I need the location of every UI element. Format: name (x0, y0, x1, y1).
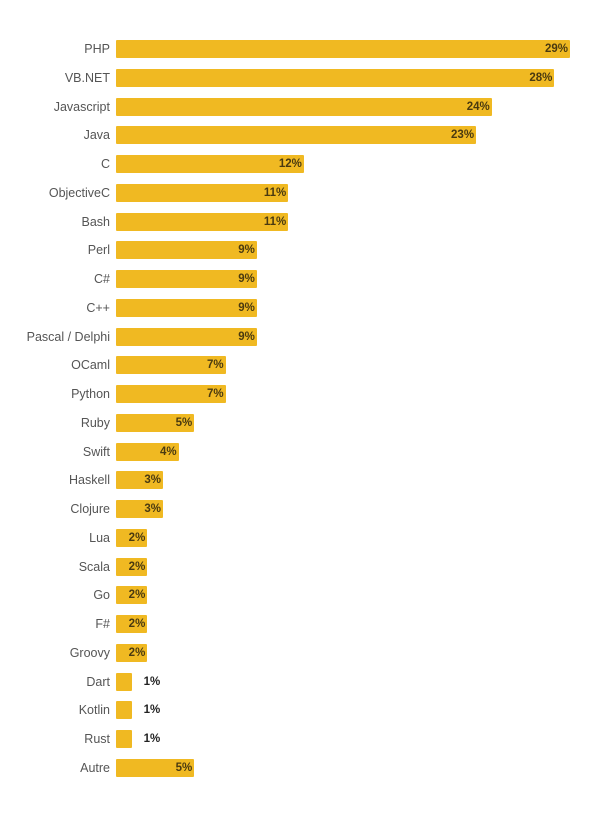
data-label: 4% (159, 445, 177, 458)
bar (116, 615, 148, 633)
data-label: 5% (175, 761, 193, 774)
bar (116, 528, 148, 547)
data-label: 11% (263, 186, 287, 199)
bar (116, 758, 195, 777)
category-label: VB.NET (64, 70, 110, 85)
data-label: 5% (175, 416, 193, 429)
category-label: C# (94, 272, 110, 286)
data-label: 9% (238, 273, 255, 285)
bar (116, 298, 257, 317)
category-label: Ruby (80, 415, 110, 430)
category-label: Bash (81, 214, 111, 229)
data-label: 9% (238, 244, 255, 257)
data-label: 2% (128, 531, 146, 544)
category-label: Javascript (53, 99, 110, 114)
bar (116, 241, 257, 260)
bar (116, 40, 570, 58)
category-label: C (100, 157, 110, 171)
bar (116, 97, 492, 116)
category-label: F# (95, 617, 110, 631)
bar (116, 183, 289, 202)
bar (116, 126, 477, 145)
category-label: ObjectiveC (48, 185, 110, 200)
category-label: Scala (78, 559, 110, 574)
category-label: Perl (87, 243, 110, 258)
bar (116, 730, 132, 748)
bar (116, 270, 257, 288)
data-label: 2% (128, 618, 146, 630)
bar (116, 557, 148, 576)
data-label: 3% (144, 503, 161, 515)
bar (116, 68, 555, 87)
bar (116, 212, 289, 231)
category-label: Pascal / Delphi (26, 329, 110, 344)
category-label: Swift (82, 444, 110, 459)
category-label: Groovy (69, 645, 110, 660)
data-label: 1% (143, 704, 161, 717)
bar (116, 356, 226, 375)
data-label: 12% (278, 158, 302, 170)
category-label: Haskell (69, 473, 110, 488)
category-label: Go (93, 588, 110, 603)
data-label: 1% (143, 733, 161, 745)
bar (116, 701, 132, 720)
data-label: 7% (206, 359, 224, 372)
bar (116, 155, 304, 173)
category-label: Rust (84, 732, 110, 746)
bar (116, 500, 163, 518)
data-label: 3% (144, 474, 161, 487)
bar (116, 471, 163, 490)
bar (116, 385, 226, 403)
category-label: Dart (86, 674, 110, 689)
data-label: 28% (529, 71, 553, 84)
category-label: C++ (86, 300, 110, 315)
category-label: Lua (89, 530, 110, 545)
category-label: Kotlin (78, 703, 110, 718)
bar (116, 442, 179, 461)
data-label: 7% (206, 388, 224, 400)
data-label: 2% (128, 560, 146, 573)
data-label: 1% (143, 675, 161, 688)
data-label: 2% (128, 646, 146, 659)
data-label: 9% (238, 301, 255, 314)
bar (116, 413, 195, 432)
bar (116, 643, 148, 662)
bar (116, 586, 148, 605)
category-label: OCaml (71, 358, 110, 373)
category-label: PHP (84, 42, 110, 56)
data-label: 23% (451, 129, 475, 142)
data-label: 9% (238, 330, 255, 343)
data-label: 29% (544, 43, 568, 55)
data-label: 11% (263, 215, 287, 228)
category-label: Autre (80, 760, 110, 775)
category-label: Clojure (70, 502, 110, 516)
category-label: Java (83, 128, 110, 143)
data-label: 24% (466, 100, 490, 113)
bar (116, 327, 257, 346)
category-label: Python (71, 387, 110, 401)
bar (116, 672, 132, 691)
data-label: 2% (128, 589, 146, 602)
